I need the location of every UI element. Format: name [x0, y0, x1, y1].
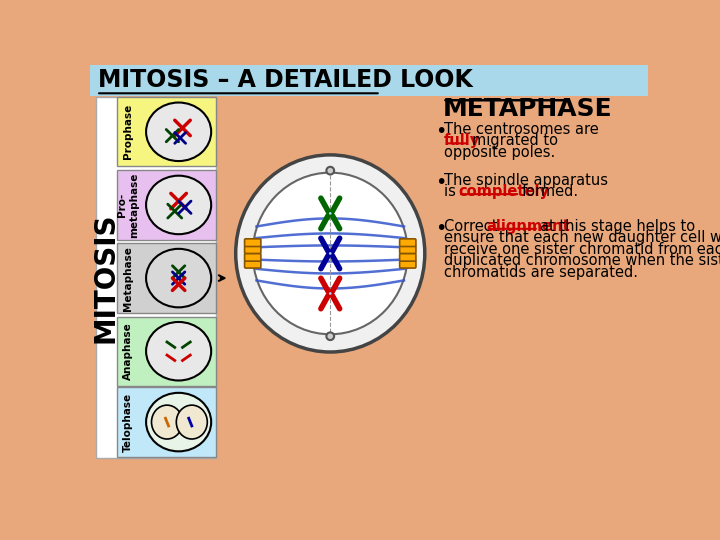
FancyBboxPatch shape: [245, 239, 261, 247]
FancyBboxPatch shape: [117, 387, 216, 457]
Text: MITOSIS – A DETAILED LOOK: MITOSIS – A DETAILED LOOK: [98, 68, 472, 92]
FancyBboxPatch shape: [117, 170, 216, 240]
Ellipse shape: [146, 393, 211, 451]
FancyBboxPatch shape: [117, 97, 216, 166]
FancyBboxPatch shape: [245, 246, 261, 253]
Ellipse shape: [253, 173, 408, 334]
Text: receive one sister chromatid from each: receive one sister chromatid from each: [444, 242, 720, 257]
Ellipse shape: [328, 291, 333, 296]
FancyBboxPatch shape: [117, 316, 216, 386]
Text: opposite poles.: opposite poles.: [444, 145, 555, 160]
Ellipse shape: [146, 249, 211, 307]
Text: Telophase: Telophase: [123, 393, 133, 451]
FancyBboxPatch shape: [245, 253, 261, 261]
Ellipse shape: [328, 251, 333, 256]
Ellipse shape: [146, 322, 211, 381]
Text: migrated to: migrated to: [472, 133, 558, 148]
FancyBboxPatch shape: [400, 260, 416, 268]
Ellipse shape: [146, 176, 211, 234]
Text: Anaphase: Anaphase: [123, 322, 133, 380]
Ellipse shape: [176, 405, 207, 439]
FancyBboxPatch shape: [90, 65, 648, 96]
Ellipse shape: [326, 333, 334, 340]
Text: •: •: [435, 173, 446, 192]
Text: formed.: formed.: [522, 184, 579, 199]
FancyBboxPatch shape: [245, 260, 261, 268]
Text: completely: completely: [458, 184, 549, 199]
Text: duplicated chromosome when the sister: duplicated chromosome when the sister: [444, 253, 720, 268]
Text: fully: fully: [444, 133, 480, 148]
Text: is: is: [444, 184, 461, 199]
FancyBboxPatch shape: [400, 253, 416, 261]
Text: The spindle apparatus: The spindle apparatus: [444, 173, 608, 187]
Text: Correct: Correct: [444, 219, 503, 234]
FancyBboxPatch shape: [96, 97, 216, 457]
Ellipse shape: [328, 211, 333, 216]
Text: MITOSIS: MITOSIS: [91, 212, 120, 342]
Ellipse shape: [146, 103, 211, 161]
FancyBboxPatch shape: [400, 246, 416, 253]
Ellipse shape: [151, 405, 182, 439]
Text: Metaphase: Metaphase: [123, 246, 133, 310]
Text: •: •: [435, 219, 446, 238]
Text: chromatids are separated.: chromatids are separated.: [444, 265, 638, 280]
Text: METAPHASE: METAPHASE: [443, 97, 612, 121]
Text: alignment: alignment: [486, 219, 570, 234]
FancyBboxPatch shape: [117, 244, 216, 313]
Text: •: •: [435, 122, 446, 141]
Ellipse shape: [326, 167, 334, 174]
Text: at this stage helps to: at this stage helps to: [540, 219, 696, 234]
Text: Pro-
metaphase: Pro- metaphase: [117, 172, 139, 238]
Text: The centrosomes are: The centrosomes are: [444, 122, 599, 137]
Ellipse shape: [235, 155, 425, 352]
FancyBboxPatch shape: [400, 239, 416, 247]
Text: ensure that each new daughter cell will: ensure that each new daughter cell will: [444, 231, 720, 245]
Text: Prophase: Prophase: [123, 104, 133, 159]
